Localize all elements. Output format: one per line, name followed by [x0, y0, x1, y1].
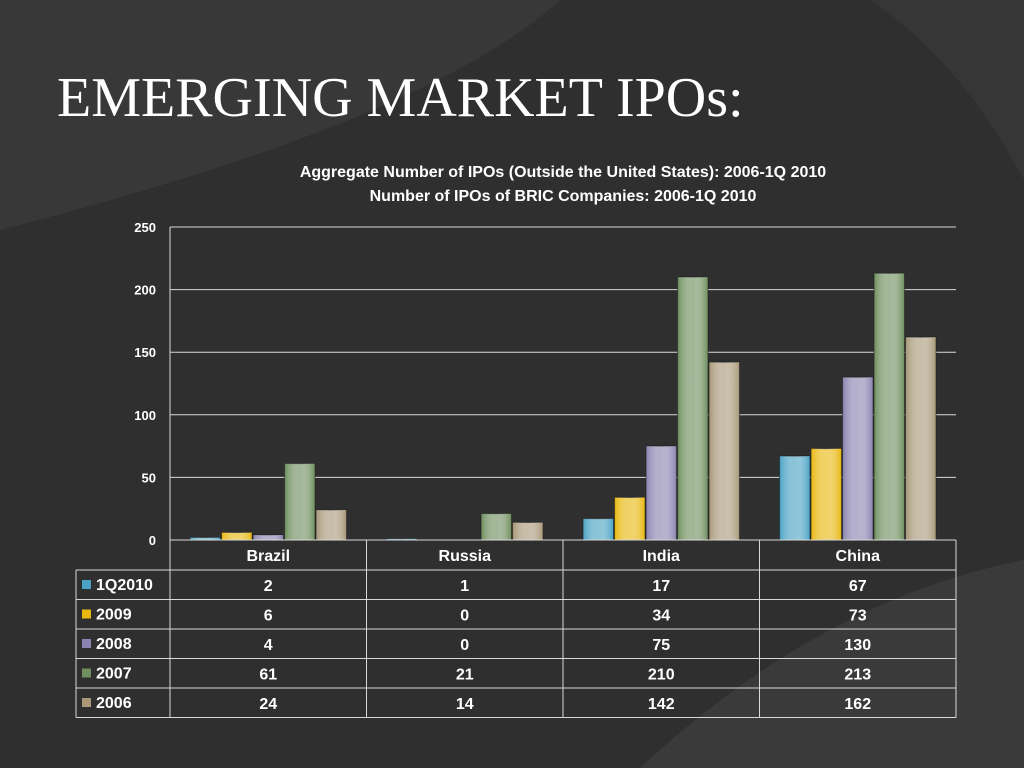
y-tick-label: 250 — [134, 220, 156, 235]
data-table-cell: 210 — [648, 667, 675, 684]
bar-highlight — [779, 456, 810, 540]
y-tick-label: 100 — [134, 408, 156, 423]
data-table-cell: 34 — [652, 608, 670, 625]
chart-subtitle: Number of IPOs of BRIC Companies: 2006-1… — [369, 188, 757, 205]
bar-highlight — [583, 518, 614, 540]
legend-swatch — [82, 668, 91, 678]
data-table-cell: 0 — [460, 608, 469, 625]
y-tick-label: 200 — [134, 283, 156, 298]
bar-highlight — [874, 273, 905, 540]
legend-entry: 2007 — [96, 666, 132, 683]
chart-title: Aggregate Number of IPOs (Outside the Un… — [299, 164, 827, 181]
slide-title: EMERGING MARKET IPOs: — [57, 67, 744, 129]
bar-highlight — [646, 446, 677, 540]
data-table-cell: 17 — [652, 578, 670, 595]
data-table-cell: 0 — [460, 637, 469, 654]
data-table-cell: 162 — [844, 696, 871, 713]
data-table-cell: 4 — [264, 637, 273, 654]
data-table-cell: 24 — [259, 696, 277, 713]
y-tick-label: 0 — [149, 533, 156, 548]
bar-highlight — [512, 522, 543, 540]
bar-highlight — [386, 538, 417, 540]
legend-swatch — [82, 580, 91, 589]
data-table-cell: 67 — [849, 578, 867, 595]
x-tick-label: Brazil — [246, 548, 290, 565]
data-table-cell: 73 — [849, 608, 867, 625]
data-table-cell: 14 — [456, 696, 474, 713]
bar-highlight — [905, 337, 936, 540]
x-tick-label: Russia — [439, 548, 492, 565]
bar-highlight — [842, 377, 873, 540]
bar-highlight — [677, 277, 708, 540]
legend-entry: 2006 — [96, 695, 132, 712]
data-table-cell: 21 — [456, 667, 474, 684]
legend-entry: 1Q2010 — [96, 577, 153, 594]
data-table-cell: 213 — [844, 667, 871, 684]
bar-highlight — [614, 497, 645, 540]
y-tick-label: 50 — [142, 470, 156, 485]
x-tick-label: India — [643, 548, 680, 565]
data-table-cell: 142 — [648, 696, 675, 713]
data-table-cell: 2 — [264, 578, 273, 595]
bar-highlight — [316, 509, 347, 540]
x-tick-label: China — [836, 548, 881, 565]
legend-swatch — [82, 639, 91, 648]
data-table-cell: 6 — [264, 608, 273, 625]
data-table-cell: 75 — [652, 637, 670, 654]
legend-swatch — [82, 698, 91, 707]
legend-entry: 2009 — [96, 607, 132, 624]
bar-highlight — [190, 537, 221, 540]
y-tick-label: 150 — [134, 345, 156, 360]
bar-highlight — [481, 513, 512, 540]
legend-swatch — [82, 609, 91, 619]
bar-highlight — [811, 448, 842, 540]
data-table-cell: 130 — [844, 637, 871, 654]
data-table-cell: 1 — [460, 578, 469, 595]
bar-highlight — [221, 532, 252, 540]
bar-highlight — [253, 534, 284, 540]
legend-entry: 2008 — [96, 636, 132, 653]
data-table-cell: 61 — [259, 667, 277, 684]
bar-highlight — [284, 463, 315, 540]
bar-highlight — [709, 362, 740, 540]
